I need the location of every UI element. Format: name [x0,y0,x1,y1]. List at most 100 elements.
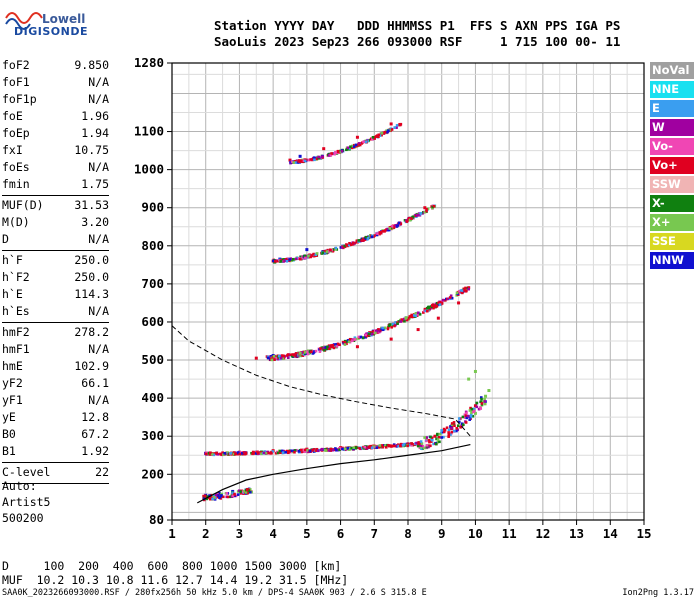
echo-speckle [210,452,214,456]
echo-speckle [324,449,328,452]
echo-speckle [464,421,468,424]
echo-speckle [430,436,434,440]
echo-speckle [450,296,454,300]
data-point [389,122,393,126]
echo-speckle [346,446,350,450]
echo-speckle [449,425,452,428]
param-row: h`E 114.3 [2,286,109,303]
echo-speckle [314,349,318,353]
echo-speckle [374,135,378,138]
echo-speckle [359,335,363,339]
echo-speckle [455,429,458,433]
echo-speckle [330,345,334,348]
echo-speckle [437,301,440,305]
echo-speckle [285,259,289,263]
echo-speckle [428,440,431,444]
echo-speckle [318,350,322,353]
echo-speckle [262,451,266,455]
echo-speckle [306,448,310,452]
echo-speckle [288,258,292,261]
x-tick-label: 1 [168,526,176,541]
echo-speckle [286,356,290,359]
echo-speckle [338,448,341,452]
echo-speckle [377,328,380,331]
station-header: Station YYYY DAY DDD HHMMSS P1 FFS S AXN… [214,18,620,50]
plot-traces [171,122,491,504]
echo-speckle [410,442,414,445]
y-tick-label: 900 [141,200,164,215]
header-line-2: SaoLuis 2023 Sep23 266 093000 RSF 1 715 … [214,34,621,49]
echo-speckle [334,447,337,450]
echo-speckle [208,451,212,455]
echo-speckle [381,328,385,332]
echo-speckle [311,448,314,452]
echo-speckle [442,430,446,434]
param-row: h`Es N/A [2,303,109,320]
data-point [484,394,488,398]
echo-speckle [479,396,483,399]
echo-speckle [241,451,244,455]
echo-speckle [267,451,270,455]
echo-speckle [320,346,324,349]
echo-speckle [483,397,486,401]
echo-speckle [449,433,452,436]
param-name: hmF2 [2,325,30,339]
echo-speckle [216,452,220,456]
echo-speckle [215,451,219,455]
data-point [433,434,437,438]
legend-item-x-: X- [650,195,694,212]
echo-speckle [469,413,473,416]
param-value: N/A [88,160,109,174]
echo-speckle [393,444,396,448]
echo-speckle [208,494,211,497]
echo-speckle [266,356,270,360]
x-tick-label: 9 [438,526,446,541]
param-name: B0 [2,427,16,441]
echo-speckle [381,229,385,233]
echo-speckle [290,449,293,453]
echo-speckle [438,303,442,306]
echo-speckle [315,252,319,255]
echo-speckle [410,313,413,317]
echo-speckle [472,410,475,414]
echo-speckle [400,318,404,321]
echo-speckle [238,451,241,454]
auto-artist: Artist5 [2,495,51,509]
echo-speckle [282,354,285,358]
echo-speckle [322,448,325,451]
echo-speckle [214,493,218,497]
echo-speckle [316,449,320,453]
echo-speckle [427,306,431,310]
echo-speckle [354,446,358,450]
echo-speckle [450,426,454,430]
echo-speckle [348,447,352,451]
echo-speckle [280,449,284,453]
echo-speckle [450,430,454,434]
data-point [322,147,326,151]
echo-speckle [475,401,479,405]
echo-speckle [364,140,368,144]
echo-speckle [436,438,440,441]
x-tick-label: 5 [303,526,311,541]
echo-speckle [329,153,333,157]
echo-speckle [420,442,424,445]
echo-speckle [397,221,401,225]
echo-speckle [438,432,442,436]
echo-speckle [436,303,440,307]
echo-speckle [309,158,313,161]
data-point [288,158,292,162]
echo-speckle [272,354,276,358]
digisonde-logo: Lowell DIGISONDE [4,6,124,46]
echo-speckle [288,353,292,357]
x-tick-label: 13 [569,526,584,541]
echo-speckle [226,495,230,499]
echo-speckle [208,497,212,501]
echo-speckle [327,153,331,157]
echo-speckle [425,444,429,447]
param-name: h`F [2,253,23,267]
echo-speckle [348,338,352,341]
echo-speckle [332,346,336,350]
header-line-1: Station YYYY DAY DDD HHMMSS P1 FFS S AXN… [214,18,621,33]
echo-speckle [299,354,302,358]
echo-speckle [391,444,394,448]
